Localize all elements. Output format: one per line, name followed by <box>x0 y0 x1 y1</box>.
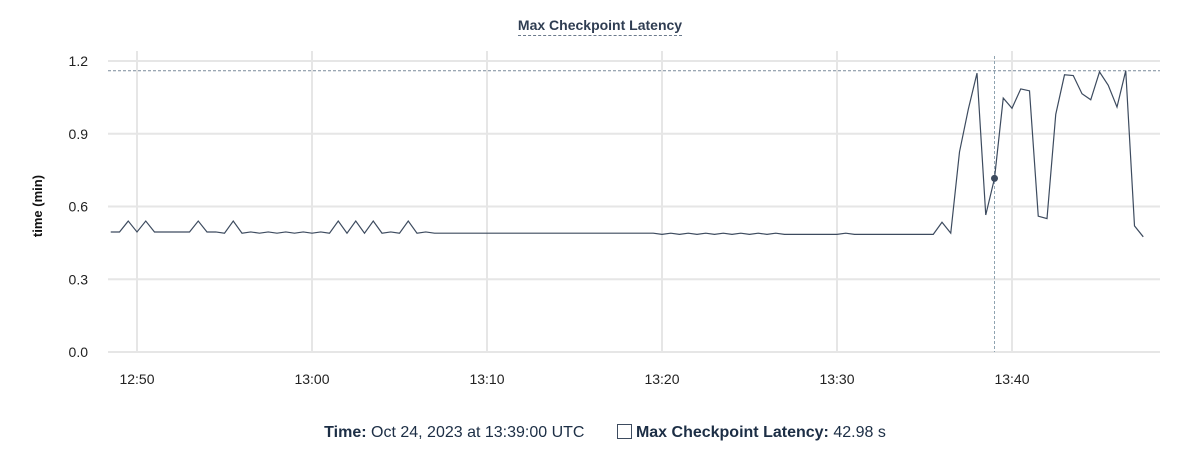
x-tick-label: 13:20 <box>644 371 679 387</box>
x-tick-label: 13:30 <box>819 371 854 387</box>
series-label: Max Checkpoint Latency: <box>635 424 829 441</box>
tooltip-legend: Time: Oct 24, 2023 at 13:39:00 UTC Max C… <box>0 424 1200 442</box>
series-checkbox[interactable] <box>616 424 632 439</box>
x-tick-label: 13:10 <box>469 371 504 387</box>
y-tick-label: 0.0 <box>69 344 89 360</box>
cursor-point <box>991 174 998 182</box>
y-tick-label: 0.3 <box>69 271 89 287</box>
time-value: Oct 24, 2023 at 13:39:00 UTC <box>371 424 585 441</box>
series-line <box>110 70 1144 238</box>
series-value: 42.98 s <box>833 424 886 441</box>
y-tick-label: 0.6 <box>69 199 89 215</box>
x-tick-label: 13:00 <box>294 371 329 387</box>
y-axis-label: time (min) <box>30 175 45 237</box>
x-tick-label: 12:50 <box>119 371 154 387</box>
y-tick-label: 0.9 <box>69 126 89 142</box>
time-label: Time: <box>324 424 367 441</box>
chart-title: Max Checkpoint Latency <box>0 17 1200 36</box>
y-tick-label: 1.2 <box>69 53 89 69</box>
x-tick-label: 13:40 <box>994 371 1029 387</box>
